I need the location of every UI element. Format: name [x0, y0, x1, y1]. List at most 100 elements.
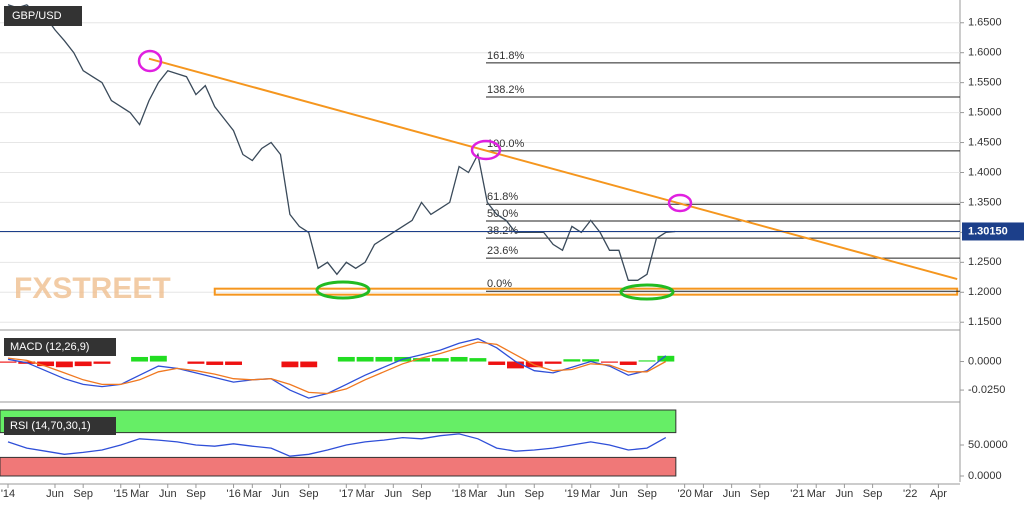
x-tick-label: '16	[226, 488, 240, 500]
histogram-bar	[375, 356, 393, 362]
oversold-zone	[0, 456, 677, 477]
histogram-bar	[93, 361, 111, 364]
histogram-bar	[281, 361, 299, 368]
x-tick-label: Jun	[836, 488, 854, 500]
symbol-box	[4, 6, 82, 26]
y-tick-label: -0.0250	[968, 384, 1005, 396]
x-tick-label: '22	[903, 488, 917, 500]
trendline	[148, 57, 958, 281]
histogram-bar	[356, 356, 374, 362]
x-tick-label: Mar	[694, 488, 713, 500]
y-tick-label: 50.0000	[968, 439, 1008, 451]
x-tick-label: Apr	[930, 488, 947, 500]
x-tick-label: Jun	[610, 488, 628, 500]
histogram-bar	[0, 361, 17, 363]
x-tick-label: Sep	[863, 488, 883, 500]
fib-label: 50.0%	[487, 208, 518, 220]
plot-layer: 1.6500 1.6000 1.5500 1.5000 1.4500 1.4000 1.35…	[0, 4, 1024, 500]
histogram-bar	[300, 361, 318, 368]
panel-label-box	[4, 338, 116, 356]
y-tick-label: 1.2000	[968, 286, 1002, 298]
histogram-bar	[413, 358, 430, 362]
y-tick-label: 1.5500	[968, 77, 1002, 89]
x-tick-label: Mar	[581, 488, 600, 500]
x-tick-label: Jun	[497, 488, 515, 500]
x-tick-label: Jun	[272, 488, 290, 500]
x-tick-label: Sep	[186, 488, 206, 500]
histogram-bar	[37, 361, 55, 367]
price-line	[7, 4, 676, 281]
x-tick-label: '21	[790, 488, 804, 500]
histogram-bar	[206, 361, 224, 365]
histogram-bar	[469, 358, 487, 362]
histogram-bar	[225, 361, 242, 365]
x-tick-label: Mar	[130, 488, 149, 500]
x-tick-label: Mar	[356, 488, 375, 500]
fib-label: 38.2%	[487, 225, 518, 237]
highlight-circle	[619, 283, 675, 301]
histogram-bar	[187, 361, 205, 364]
fib-label: 61.8%	[487, 191, 518, 203]
x-tick-label: '20	[677, 488, 691, 500]
y-tick-label: 1.4500	[968, 136, 1002, 148]
highlight-circle	[470, 139, 502, 161]
x-tick-label: Jun	[384, 488, 402, 500]
histogram-bar	[600, 361, 618, 363]
histogram-bar	[149, 355, 167, 362]
x-tick-label: Jun	[723, 488, 741, 500]
x-tick-label: Jun	[46, 488, 64, 500]
x-tick-label: Mar	[468, 488, 487, 500]
x-tick-label: Sep	[524, 488, 544, 500]
fib-label: 23.6%	[487, 245, 518, 257]
y-tick-label: 1.5000	[968, 107, 1002, 119]
histogram-bar	[55, 361, 73, 368]
y-tick-label: 1.6000	[968, 47, 1002, 59]
panel-label: RSI (14,70,30,1)	[10, 420, 91, 432]
price-tag	[962, 222, 1024, 241]
x-tick-label: '17	[339, 488, 353, 500]
x-tick-label: Mar	[807, 488, 826, 500]
panel-label: MACD (12,26,9)	[10, 341, 89, 353]
histogram-bar	[131, 356, 149, 362]
watermark: FXSTREET	[14, 272, 171, 305]
histogram-bar	[619, 361, 637, 365]
fib-label: 161.8%	[487, 50, 525, 62]
x-tick-label: Jun	[159, 488, 177, 500]
highlight-circle	[667, 193, 693, 213]
histogram-bar	[582, 359, 600, 362]
fib-label: 100.0%	[487, 138, 525, 150]
histogram-bar	[563, 359, 581, 362]
x-tick-label: Sep	[299, 488, 319, 500]
fib-label: 0.0%	[487, 278, 512, 290]
histogram-bar	[638, 360, 656, 362]
x-tick-label: Sep	[750, 488, 770, 500]
y-tick-label: 1.2500	[968, 256, 1002, 268]
x-tick-label: Sep	[412, 488, 432, 500]
panel-label-box	[4, 417, 116, 435]
y-tick-label: 1.6500	[968, 17, 1002, 29]
symbol-label: GBP/USD	[12, 10, 62, 22]
y-tick-label: 1.4000	[968, 166, 1002, 178]
price-tag-label: 1.30150	[968, 225, 1008, 237]
histogram-bar	[450, 356, 468, 362]
x-tick-label: '19	[565, 488, 579, 500]
rsi-line	[7, 433, 667, 457]
y-tick-label: 1.1500	[968, 316, 1002, 328]
histogram-bar	[431, 358, 449, 362]
histogram-bar	[544, 361, 562, 364]
fib-label: 138.2%	[487, 84, 525, 96]
x-tick-label: Sep	[73, 488, 93, 500]
x-tick-label: '15	[114, 488, 128, 500]
histogram-bar	[337, 356, 355, 362]
y-tick-label: 1.3500	[968, 196, 1002, 208]
x-tick-label: Mar	[243, 488, 262, 500]
macd-line	[7, 341, 667, 395]
x-tick-label: Sep	[637, 488, 657, 500]
highlight-circle	[137, 49, 163, 73]
histogram-bar	[657, 355, 675, 362]
histogram-bar	[507, 361, 524, 369]
x-tick-label: '14	[1, 488, 15, 500]
overbought-zone	[0, 409, 677, 434]
histogram-bar	[488, 361, 506, 365]
